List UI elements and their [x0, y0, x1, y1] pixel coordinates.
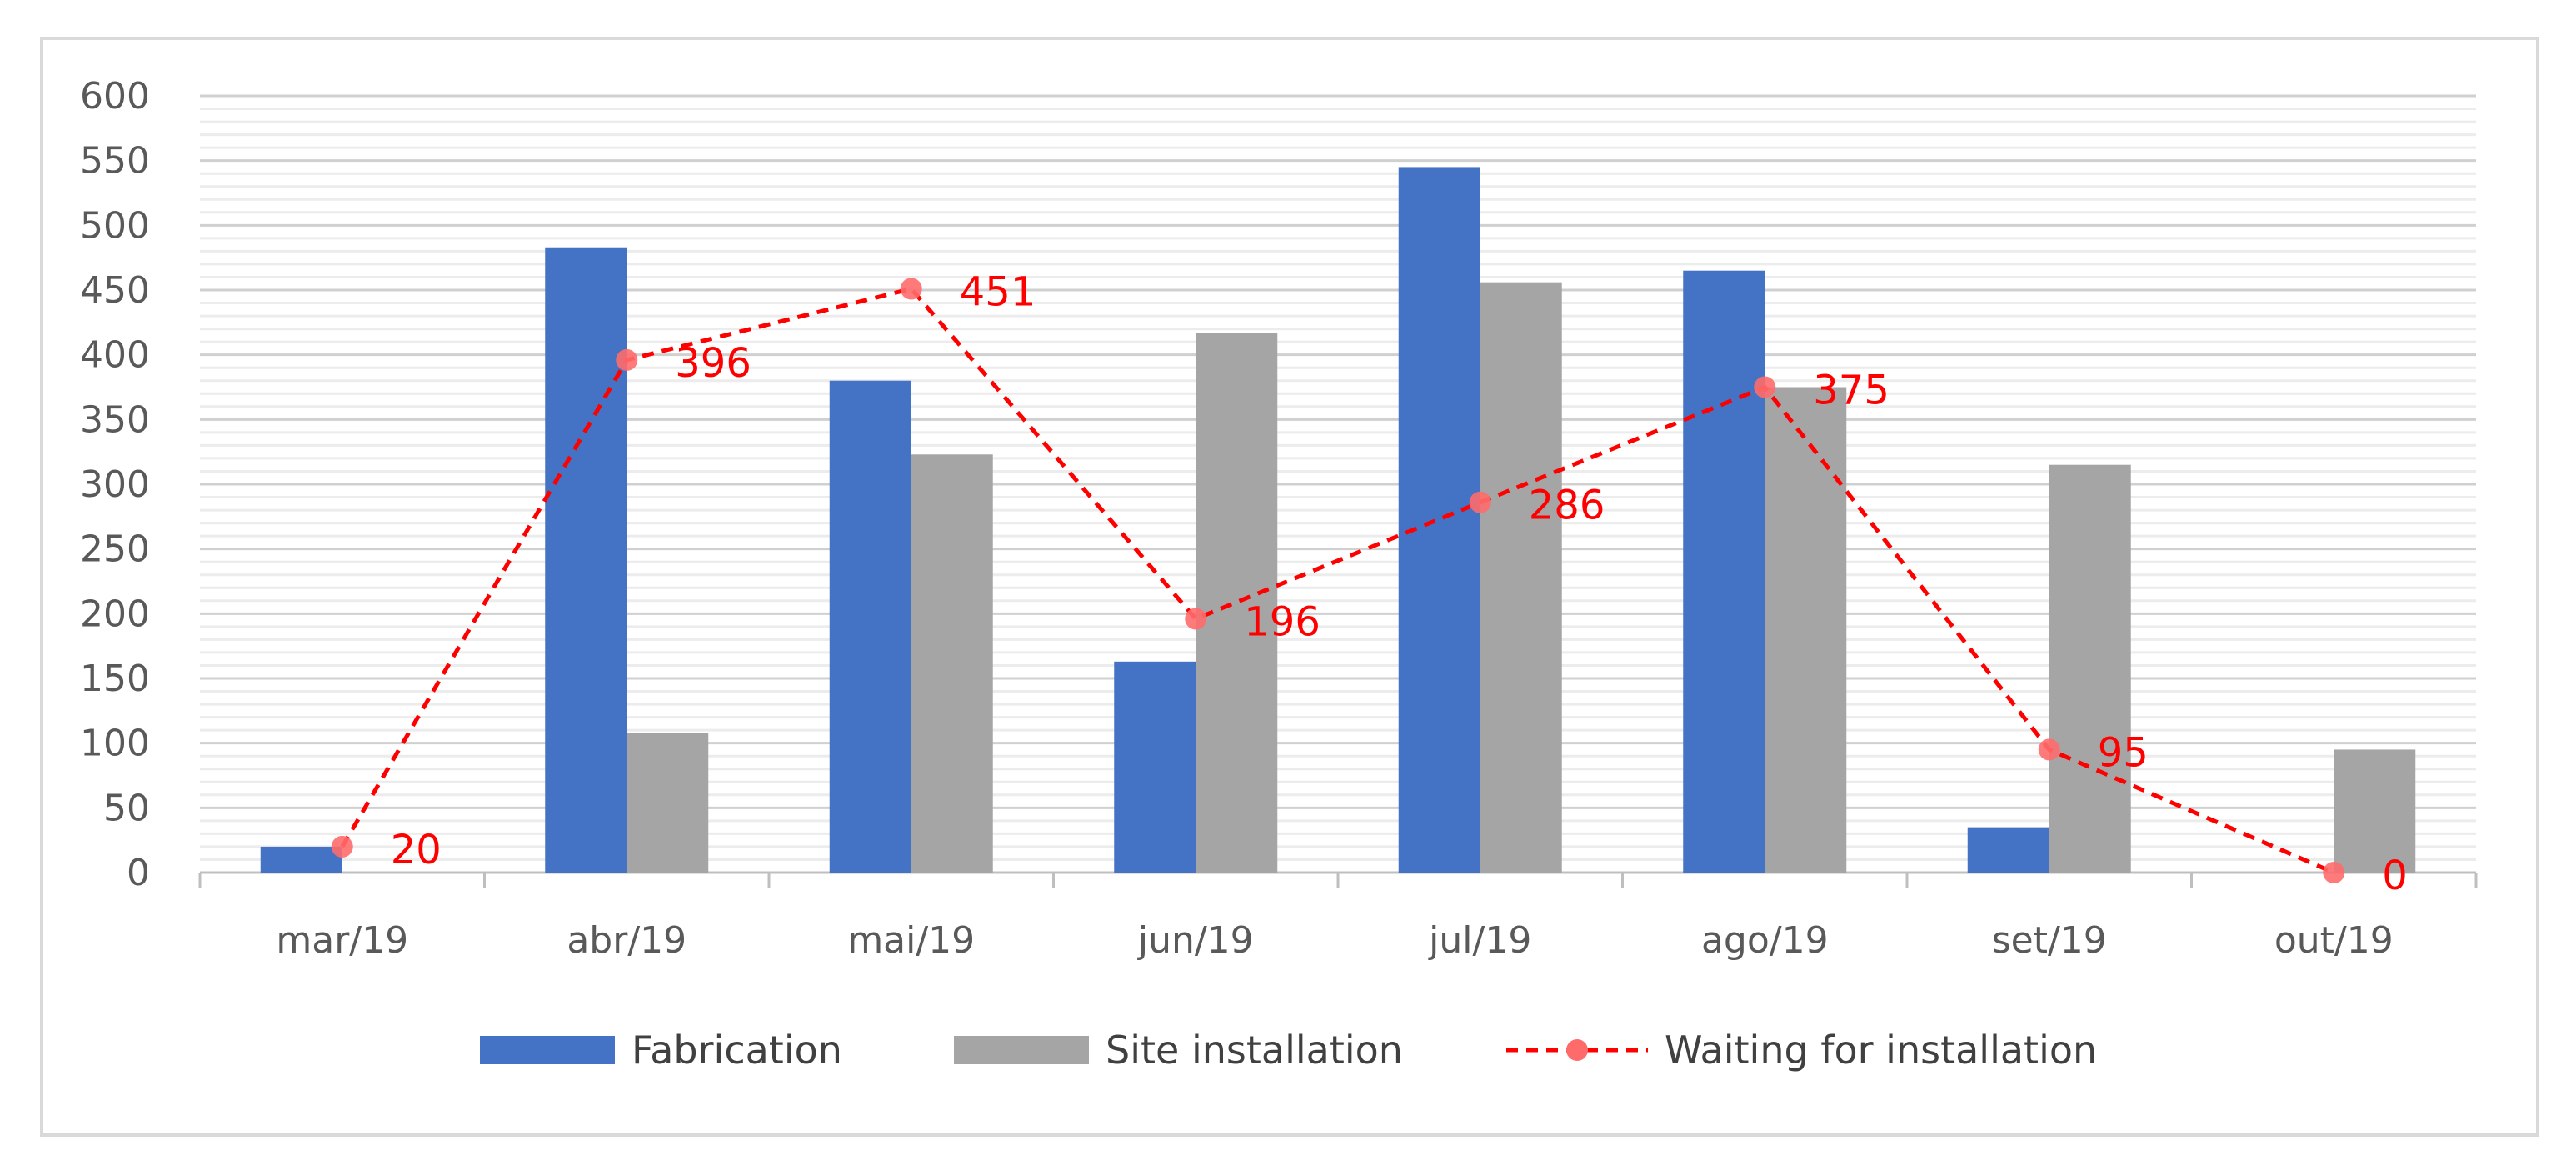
bar-site-installation [911, 454, 993, 873]
waiting-point [331, 835, 353, 858]
bar-fabrication [260, 846, 342, 873]
waiting-line [331, 278, 2345, 883]
waiting-point [2323, 862, 2345, 883]
x-tick-label: jun/19 [1137, 919, 1254, 962]
legend-swatch-site-installation [954, 1036, 1089, 1064]
waiting-data-label: 286 [1529, 483, 1605, 529]
legend-label: Waiting for installation [1665, 1028, 2097, 1073]
y-tick-label: 500 [80, 204, 150, 247]
y-tick-label: 300 [80, 463, 150, 506]
y-tick-label: 0 [127, 852, 150, 894]
waiting-point [900, 278, 922, 300]
legend-label: Fabrication [632, 1028, 842, 1073]
waiting-data-label: 196 [1244, 599, 1320, 646]
waiting-point [2038, 738, 2060, 761]
legend-swatch-waiting-marker [1566, 1039, 1588, 1061]
bar-site-installation [627, 733, 709, 873]
y-tick-label: 50 [103, 787, 150, 829]
legend-label: Site installation [1106, 1028, 1403, 1073]
y-tick-label: 450 [80, 269, 150, 312]
waiting-data-label: 396 [675, 340, 751, 387]
bar-fabrication [1398, 167, 1480, 873]
y-tick-label: 400 [80, 334, 150, 377]
waiting-data-label: 20 [391, 827, 442, 873]
legend-swatch-fabrication [480, 1036, 615, 1064]
bar-site-installation [2334, 749, 2416, 873]
y-tick-label: 600 [80, 75, 150, 118]
y-tick-label: 250 [80, 528, 150, 571]
waiting-data-label: 375 [1813, 368, 1890, 414]
x-tick-label: mar/19 [276, 919, 408, 962]
waiting-point [1754, 376, 1776, 398]
bar-site-installation [1196, 333, 1278, 873]
waiting-data-label: 451 [960, 268, 1036, 315]
x-tick-label: abr/19 [567, 919, 686, 962]
waiting-line-path [340, 286, 2335, 875]
waiting-point [1185, 608, 1207, 630]
axes: 050100150200250300350400450500550600mar/… [80, 75, 2478, 962]
waiting-point [616, 348, 638, 371]
waiting-data-label: 95 [2098, 729, 2149, 776]
waiting-point [1469, 491, 1491, 513]
legend: Fabrication Site installation Waiting for … [480, 1028, 2097, 1073]
data-labels: 20 396 451 196 286 375 95 0 [391, 268, 2408, 899]
x-tick-label: mai/19 [847, 919, 975, 962]
bars [260, 167, 2416, 873]
bar-site-installation [2049, 464, 2131, 873]
x-tick-label: set/19 [1992, 919, 2107, 962]
x-tick-label: ago/19 [1701, 919, 1829, 962]
waiting-data-label: 0 [2382, 853, 2408, 899]
y-tick-label: 350 [80, 398, 150, 441]
bar-fabrication [829, 380, 911, 873]
bar-site-installation [1765, 387, 1847, 873]
x-tick-label: jul/19 [1428, 919, 1531, 962]
bar-site-installation [1480, 282, 1562, 873]
y-tick-label: 200 [80, 593, 150, 635]
bar-fabrication [545, 247, 627, 873]
bar-fabrication [1683, 270, 1765, 873]
y-tick-label: 550 [80, 140, 150, 183]
y-tick-label: 100 [80, 723, 150, 765]
bar-fabrication [1114, 661, 1196, 873]
x-tick-label: out/19 [2274, 919, 2394, 962]
y-tick-label: 150 [80, 658, 150, 700]
bar-fabrication [1967, 827, 2049, 873]
